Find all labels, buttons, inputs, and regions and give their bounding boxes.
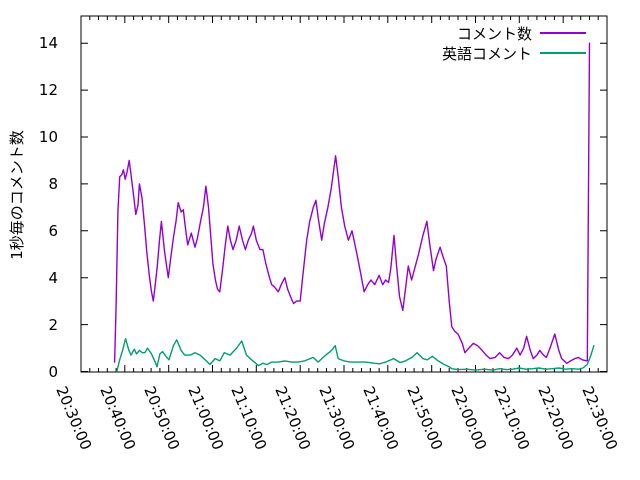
y-tick-label: 14 — [38, 34, 58, 53]
plot-border — [80, 15, 608, 373]
y-tick-label: 4 — [48, 268, 58, 287]
legend-item-english-comments: 英語コメント — [442, 43, 586, 63]
y-tick-label: 2 — [48, 315, 58, 334]
axis-ticks — [80, 16, 608, 372]
legend-line-sample-comments — [540, 32, 586, 34]
series-line-1 — [116, 338, 595, 373]
legend-item-comments: コメント数 — [442, 23, 586, 43]
y-tick-label: 10 — [38, 128, 58, 146]
series-line-0 — [113, 42, 591, 364]
y-tick-label: 6 — [48, 221, 58, 240]
y-tick-label: 8 — [48, 174, 58, 193]
legend-label-english-comments: 英語コメント — [441, 44, 532, 63]
y-tick-label: 0 — [48, 362, 58, 381]
legend-line-sample-english-comments — [540, 52, 586, 54]
legend: コメント数 英語コメント — [442, 23, 586, 63]
legend-label-comments: コメント数 — [456, 24, 532, 43]
y-tick-label: 12 — [38, 81, 58, 100]
